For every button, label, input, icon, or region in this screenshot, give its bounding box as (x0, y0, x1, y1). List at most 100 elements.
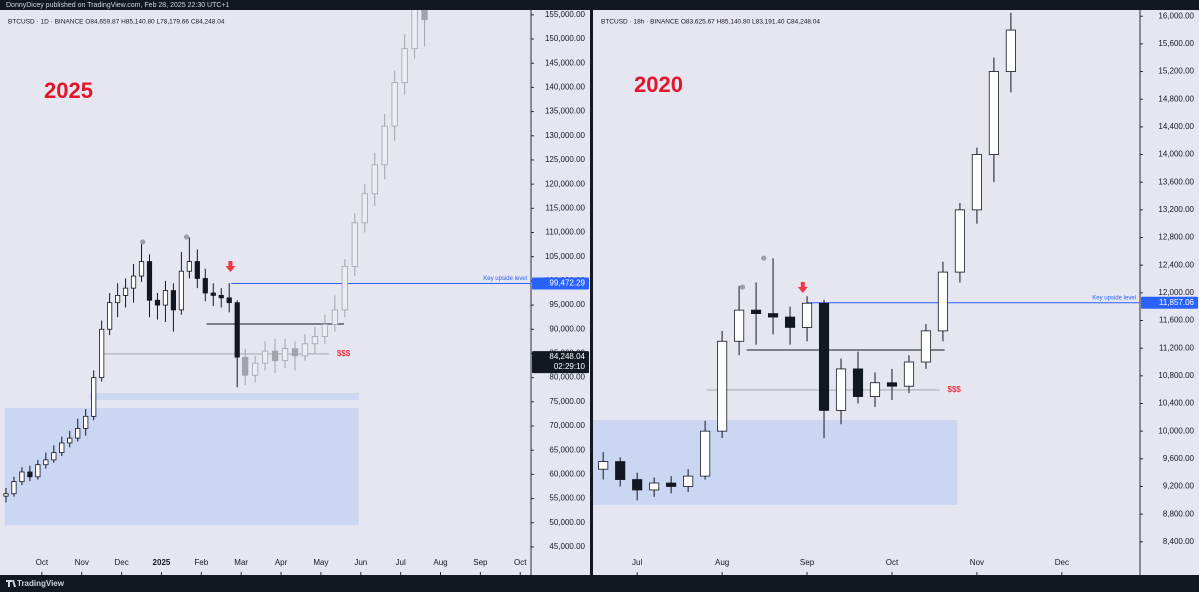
candle-body (852, 368, 864, 397)
y-tick-label: 13,200.00 (1158, 205, 1194, 214)
candle-body (421, 10, 428, 21)
candle-body (801, 302, 813, 328)
candle-body (700, 430, 711, 477)
x-tick-label: Nov (970, 558, 984, 567)
y-tick-label: 16,000.00 (1158, 11, 1194, 20)
price-tag (1141, 296, 1198, 309)
candle-body (954, 209, 966, 273)
publisher-line: DonnyDicey published on TradingView.com,… (6, 2, 230, 9)
candle-body (122, 287, 129, 296)
y-tick-label: 70,000.00 (549, 421, 585, 430)
y-tick-label: 55,000.00 (549, 494, 585, 503)
candle-body (784, 316, 796, 328)
candle-body (391, 82, 398, 127)
candle-body (3, 493, 9, 497)
y-tick-label: 80,000.00 (549, 373, 585, 382)
candle-body (91, 377, 97, 417)
y-tick-label: 65,000.00 (549, 445, 585, 454)
candle-body (130, 275, 137, 289)
x-tick-label: 2025 (153, 558, 171, 567)
y-tick-label: 9,200.00 (1163, 482, 1195, 491)
x-tick-label: Oct (36, 558, 49, 567)
candle-body (321, 324, 329, 337)
candle-body (75, 428, 81, 439)
y-tick-label: 90,000.00 (549, 324, 585, 333)
candle-body (401, 48, 408, 83)
candle-body (734, 309, 745, 342)
candle-body (311, 336, 319, 345)
y-tick-label: 140,000.00 (545, 83, 586, 92)
candle-body (115, 295, 121, 304)
pivot-marker (739, 284, 746, 290)
x-tick-label: Dec (1055, 558, 1069, 567)
y-tick-label: 125,000.00 (545, 155, 586, 164)
y-tick-label: 150,000.00 (545, 34, 586, 43)
x-tick-label: Sep (800, 558, 815, 567)
candle-body (146, 261, 153, 301)
y-tick-label: 12,800.00 (1158, 233, 1194, 242)
candle-body (170, 290, 177, 311)
y-tick-label: 8,800.00 (1163, 509, 1195, 518)
plot-area: Key upside level $$$ (593, 12, 1140, 505)
x-tick-label: Feb (194, 558, 208, 567)
candle-body (767, 313, 779, 318)
x-tick-label: Oct (514, 558, 527, 567)
x-tick-label: May (313, 558, 328, 567)
candle-body (1005, 29, 1016, 72)
candle-body (99, 328, 105, 379)
y-tick-label: 10,800.00 (1158, 371, 1194, 380)
x-tick-label: Oct (886, 558, 899, 567)
level-note: $$$ (948, 385, 962, 394)
candle-body (43, 459, 49, 466)
symbol-info: BTCUSD · 18h · BINANCE O83,625.67 H85,14… (601, 19, 820, 26)
level-note: $$$ (337, 349, 351, 358)
candle-body (971, 154, 982, 211)
y-tick-label: 50,000.00 (549, 518, 585, 527)
x-tick-label: Dec (114, 558, 128, 567)
candle-body (301, 343, 309, 357)
candle-body (218, 295, 224, 299)
y-tick-label: 120,000.00 (545, 179, 586, 188)
price-tag (532, 277, 589, 290)
candle-body (138, 261, 145, 277)
y-tick-label: 8,400.00 (1163, 537, 1195, 546)
chart-panel: Key upside level $$$ 45,000.00 50,000.00 55,… (0, 10, 590, 575)
candle-body (818, 302, 830, 411)
zone (4, 408, 359, 526)
candle-body (615, 461, 626, 480)
candle-body (67, 437, 73, 444)
candle-body (341, 265, 348, 311)
candle-body (186, 261, 192, 272)
candle-body (751, 309, 762, 314)
y-tick-label: 155,000.00 (545, 10, 586, 19)
y-tick-label: 115,000.00 (546, 203, 586, 212)
candle-body (649, 482, 660, 491)
chart-panel: Key upside level $$$ 8,400.00 8,800.00 9,200… (593, 10, 1199, 575)
candle-body (242, 356, 249, 376)
y-tick-label: 12,400.00 (1158, 260, 1194, 269)
y-tick-label: 13,600.00 (1158, 177, 1194, 186)
candle-body (19, 471, 25, 483)
y-tick-label: 15,600.00 (1158, 39, 1194, 48)
candle-body (234, 302, 240, 358)
candle-body (251, 362, 259, 376)
candle-body (261, 350, 269, 364)
candle-body (281, 348, 289, 362)
y-tick-label: 14,000.00 (1158, 150, 1194, 159)
x-tick-label: Aug (433, 558, 447, 567)
x-tick-label: Nov (75, 558, 89, 567)
chart-title: 2025 (44, 78, 93, 103)
y-tick-label: 14,400.00 (1158, 122, 1194, 131)
candle-body (162, 290, 169, 306)
candle-body (35, 464, 41, 478)
x-tick-label: Jul (632, 558, 642, 567)
brand-name: TradingView (17, 579, 65, 588)
y-tick-label: 9,600.00 (1163, 454, 1195, 463)
zone (593, 419, 958, 505)
y-tick-label: 145,000.00 (545, 58, 586, 67)
candle-body (937, 271, 949, 332)
candle-body (210, 292, 216, 296)
level-note: Key upside level (483, 276, 527, 282)
